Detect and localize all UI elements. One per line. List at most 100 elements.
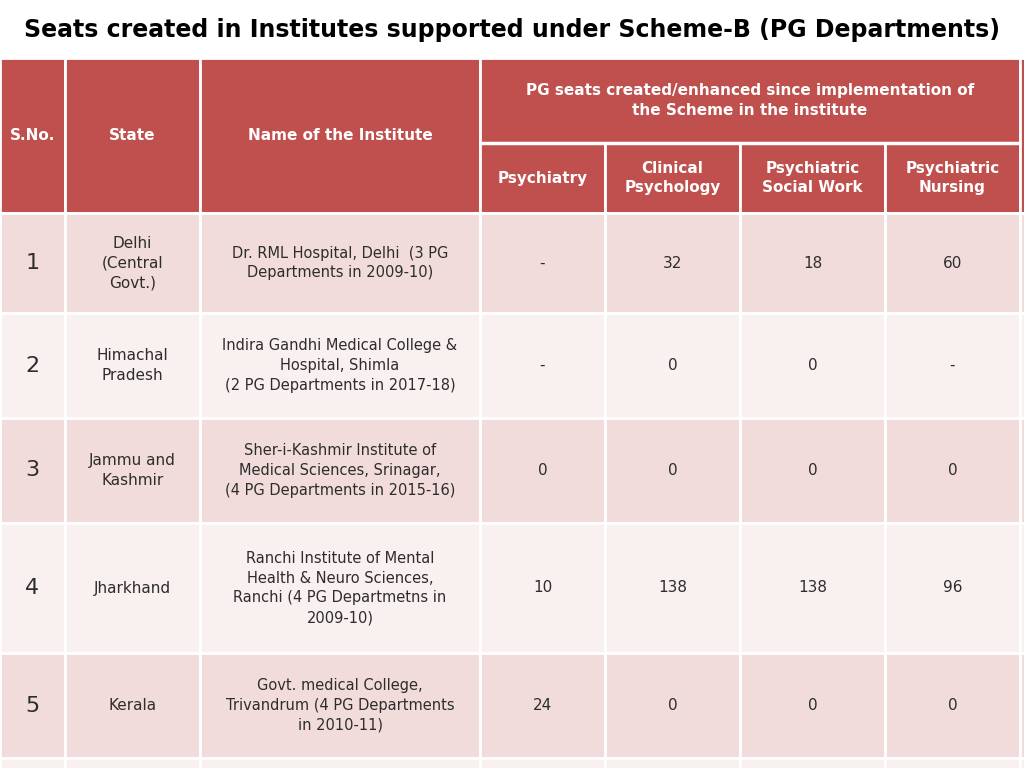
Text: Himachal
Pradesh: Himachal Pradesh bbox=[96, 348, 168, 383]
Bar bbox=[740, 758, 885, 768]
Text: 18: 18 bbox=[803, 256, 822, 270]
Text: Indira Gandhi Medical College &
Hospital, Shimla
(2 PG Departments in 2017-18): Indira Gandhi Medical College & Hospital… bbox=[222, 338, 458, 392]
Text: Psychiatric
Nursing: Psychiatric Nursing bbox=[905, 161, 999, 195]
Bar bbox=[65, 523, 200, 653]
Text: Jammu and
Kashmir: Jammu and Kashmir bbox=[89, 453, 176, 488]
Bar bbox=[0, 758, 65, 768]
Bar bbox=[1020, 213, 1024, 313]
Text: 5: 5 bbox=[26, 696, 40, 716]
Bar bbox=[740, 523, 885, 653]
Bar bbox=[65, 653, 200, 758]
Bar bbox=[605, 523, 740, 653]
Bar bbox=[1020, 758, 1024, 768]
Text: 96: 96 bbox=[943, 581, 963, 595]
Bar bbox=[480, 58, 1020, 143]
Text: S.No.: S.No. bbox=[10, 128, 55, 143]
Text: 0: 0 bbox=[808, 358, 817, 373]
Bar bbox=[480, 418, 605, 523]
Text: 2: 2 bbox=[26, 356, 40, 376]
Bar bbox=[0, 58, 65, 213]
Bar bbox=[605, 313, 740, 418]
Bar bbox=[65, 758, 200, 768]
Text: 0: 0 bbox=[538, 463, 547, 478]
Bar bbox=[65, 418, 200, 523]
Bar bbox=[740, 213, 885, 313]
Bar bbox=[0, 313, 65, 418]
Bar bbox=[200, 313, 480, 418]
Bar bbox=[885, 313, 1020, 418]
Text: 0: 0 bbox=[668, 358, 677, 373]
Bar bbox=[65, 313, 200, 418]
Text: State: State bbox=[110, 128, 156, 143]
Bar bbox=[885, 758, 1020, 768]
Bar bbox=[605, 213, 740, 313]
Text: Kerala: Kerala bbox=[109, 698, 157, 713]
Text: 138: 138 bbox=[798, 581, 827, 595]
Text: Psychiatry: Psychiatry bbox=[498, 170, 588, 186]
Bar bbox=[740, 143, 885, 213]
Text: Name of the Institute: Name of the Institute bbox=[248, 128, 432, 143]
Bar bbox=[480, 143, 605, 213]
Bar bbox=[0, 523, 65, 653]
Bar bbox=[885, 653, 1020, 758]
Text: Clinical
Psychology: Clinical Psychology bbox=[625, 161, 721, 195]
Text: 0: 0 bbox=[947, 698, 957, 713]
Text: -: - bbox=[949, 358, 955, 373]
Bar bbox=[480, 523, 605, 653]
Bar bbox=[885, 418, 1020, 523]
Text: 138: 138 bbox=[658, 581, 687, 595]
Bar bbox=[0, 653, 65, 758]
Bar bbox=[200, 523, 480, 653]
Text: 3: 3 bbox=[26, 461, 40, 481]
Text: 0: 0 bbox=[808, 463, 817, 478]
Text: 32: 32 bbox=[663, 256, 682, 270]
Text: 0: 0 bbox=[808, 698, 817, 713]
Text: Seats created in Institutes supported under Scheme-B (PG Departments): Seats created in Institutes supported un… bbox=[24, 18, 1000, 42]
Text: Ranchi Institute of Mental
Health & Neuro Sciences,
Ranchi (4 PG Departmetns in
: Ranchi Institute of Mental Health & Neur… bbox=[233, 551, 446, 625]
Text: Delhi
(Central
Govt.): Delhi (Central Govt.) bbox=[101, 236, 163, 290]
Text: Govt. medical College,
Trivandrum (4 PG Departments
in 2010-11): Govt. medical College, Trivandrum (4 PG … bbox=[225, 678, 455, 733]
Bar bbox=[740, 653, 885, 758]
Text: Jharkhand: Jharkhand bbox=[94, 581, 171, 595]
Bar bbox=[740, 313, 885, 418]
Bar bbox=[885, 523, 1020, 653]
Text: 60: 60 bbox=[943, 256, 963, 270]
Bar bbox=[0, 418, 65, 523]
Bar bbox=[605, 653, 740, 758]
Bar bbox=[605, 143, 740, 213]
Text: Psychiatric
Social Work: Psychiatric Social Work bbox=[762, 161, 863, 195]
Bar bbox=[1020, 58, 1024, 213]
Text: -: - bbox=[540, 256, 545, 270]
Bar bbox=[885, 213, 1020, 313]
Bar bbox=[65, 213, 200, 313]
Bar bbox=[200, 418, 480, 523]
Bar bbox=[65, 58, 200, 213]
Text: 0: 0 bbox=[947, 463, 957, 478]
Bar bbox=[1020, 523, 1024, 653]
Text: 1: 1 bbox=[26, 253, 40, 273]
Bar bbox=[605, 418, 740, 523]
Bar bbox=[480, 758, 605, 768]
Bar bbox=[200, 758, 480, 768]
Text: Dr. RML Hospital, Delhi  (3 PG
Departments in 2009-10): Dr. RML Hospital, Delhi (3 PG Department… bbox=[231, 246, 449, 280]
Bar bbox=[200, 653, 480, 758]
Text: 0: 0 bbox=[668, 698, 677, 713]
Text: 24: 24 bbox=[532, 698, 552, 713]
Bar bbox=[1020, 313, 1024, 418]
Text: 10: 10 bbox=[532, 581, 552, 595]
Bar bbox=[1020, 418, 1024, 523]
Bar bbox=[740, 418, 885, 523]
Bar bbox=[480, 213, 605, 313]
Bar bbox=[480, 653, 605, 758]
Text: Sher-i-Kashmir Institute of
Medical Sciences, Srinagar,
(4 PG Departments in 201: Sher-i-Kashmir Institute of Medical Scie… bbox=[225, 443, 456, 498]
Text: 4: 4 bbox=[26, 578, 40, 598]
Bar bbox=[885, 143, 1020, 213]
Bar bbox=[200, 213, 480, 313]
Text: PG seats created/enhanced since implementation of
the Scheme in the institute: PG seats created/enhanced since implemen… bbox=[526, 83, 974, 118]
Bar bbox=[200, 58, 480, 213]
Text: 0: 0 bbox=[668, 463, 677, 478]
Bar bbox=[480, 313, 605, 418]
Bar bbox=[1020, 653, 1024, 758]
Text: -: - bbox=[540, 358, 545, 373]
Bar bbox=[0, 213, 65, 313]
